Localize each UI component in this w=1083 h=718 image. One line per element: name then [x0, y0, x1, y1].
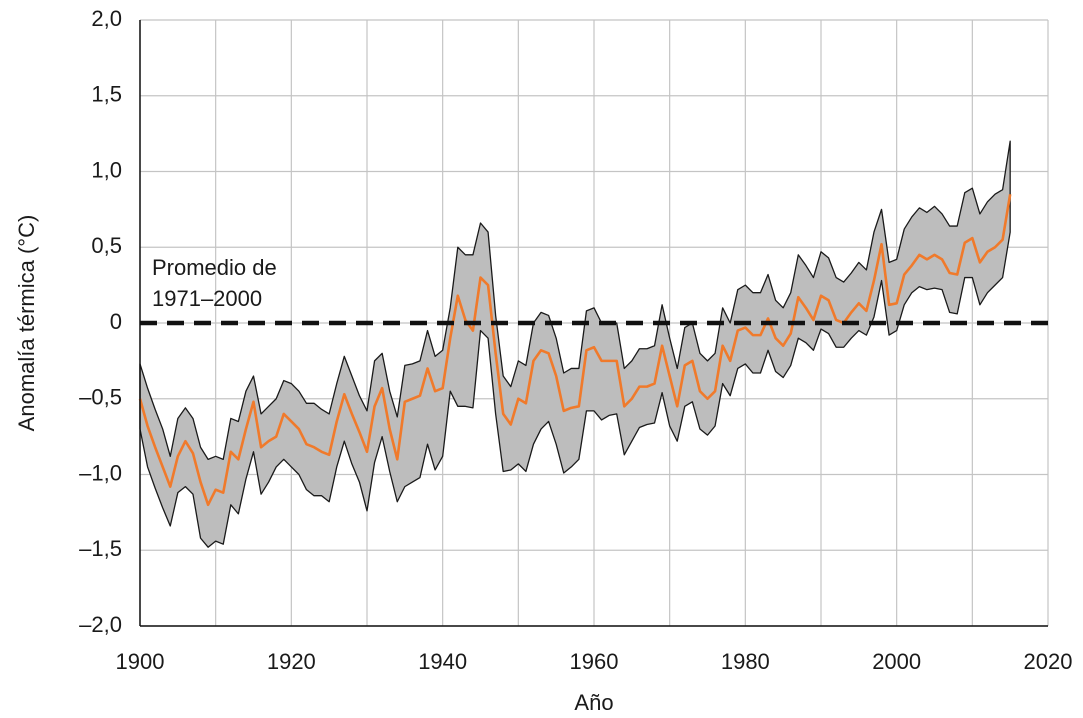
x-tick-label: 1900	[116, 649, 165, 674]
x-axis-title: Año	[574, 690, 613, 715]
x-tick-label: 1920	[267, 649, 316, 674]
y-tick-label: 0,5	[91, 233, 122, 258]
line	[138, 194, 1012, 507]
x-tick-label: 1980	[721, 649, 770, 674]
y-tick-label: –1,5	[79, 536, 122, 561]
annotation: Promedio de	[152, 255, 277, 280]
y-tick-label: 2,0	[91, 6, 122, 31]
y-tick-label: 1,5	[91, 82, 122, 107]
y-tick-label: 0	[110, 309, 122, 334]
x-tick-label: 1940	[418, 649, 467, 674]
y-tick-label: –0,5	[79, 385, 122, 410]
x-tick-label: 1960	[570, 649, 619, 674]
y-tick-label: 1,0	[91, 157, 122, 182]
y-tick-label: –2,0	[79, 612, 122, 637]
annotation: 1971–2000	[152, 286, 262, 311]
y-axis-title: Anomalía térmica (°C)	[14, 215, 39, 432]
x-tick-label: 2020	[1024, 649, 1073, 674]
uncertainty-band	[139, 140, 1011, 548]
x-tick-label: 2000	[872, 649, 921, 674]
y-tick-label: –1,0	[79, 460, 122, 485]
